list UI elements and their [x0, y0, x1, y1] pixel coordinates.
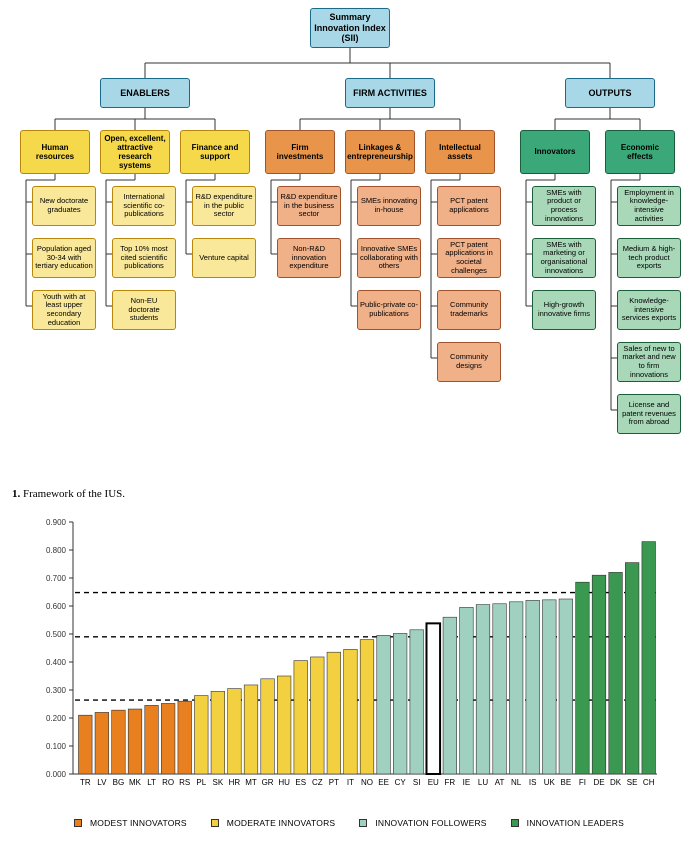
svg-text:SK: SK — [213, 778, 224, 787]
svg-text:IE: IE — [463, 778, 471, 787]
legend-item-modest: MODEST INNOVATORS — [66, 818, 187, 828]
svg-text:EU: EU — [428, 778, 439, 787]
leaf-innovators-1: SMEs with marketing or organisational in… — [532, 238, 596, 278]
svg-text:FR: FR — [445, 778, 456, 787]
svg-text:0.000: 0.000 — [46, 770, 67, 779]
leaf-econ-2: Knowledge-intensive services exports — [617, 290, 681, 330]
svg-text:RO: RO — [162, 778, 174, 787]
caption-number: 1. — [12, 488, 20, 500]
legend-swatch — [211, 819, 219, 827]
svg-text:FI: FI — [579, 778, 586, 787]
svg-text:HR: HR — [229, 778, 241, 787]
leaf-open-0: International scientific co-publications — [112, 186, 176, 226]
svg-text:CZ: CZ — [312, 778, 323, 787]
lvl2-open: Open, excellent, attractive research sys… — [100, 130, 170, 174]
svg-text:TR: TR — [80, 778, 91, 787]
svg-text:0.600: 0.600 — [46, 602, 67, 611]
svg-text:0.500: 0.500 — [46, 630, 67, 639]
lvl1-outputs: OUTPUTS — [565, 78, 655, 108]
leaf-econ-3: Sales of new to market and new to firm i… — [617, 342, 681, 382]
lvl1-enablers: ENABLERS — [100, 78, 190, 108]
lvl2-firminv: Firm investments — [265, 130, 335, 174]
leaf-finance-1: Venture capital — [192, 238, 256, 278]
svg-text:SI: SI — [413, 778, 421, 787]
legend-swatch — [74, 819, 82, 827]
leaf-linkages-2: Public-private co-publications — [357, 290, 421, 330]
svg-text:0.900: 0.900 — [46, 518, 67, 527]
svg-text:LV: LV — [97, 778, 107, 787]
sii-bar-chart: 0.000 0.100 0.200 0.300 0.400 0.500 0.600 0.700… — [25, 512, 665, 828]
svg-text:0.300: 0.300 — [46, 686, 67, 695]
leaf-ia-0: PCT patent applications — [437, 186, 501, 226]
leaf-finance-0: R&D expenditure in the public sector — [192, 186, 256, 226]
leaf-innovators-0: SMEs with product or process innovations — [532, 186, 596, 226]
svg-text:PL: PL — [196, 778, 206, 787]
lvl2-linkages: Linkages & entrepreneurship — [345, 130, 415, 174]
leaf-firminv-1: Non-R&D innovation expenditure — [277, 238, 341, 278]
ius-framework-diagram: Summary Innovation Index (SII) ENABLERS FI… — [0, 0, 690, 480]
svg-text:0.200: 0.200 — [46, 714, 67, 723]
svg-text:0.800: 0.800 — [46, 546, 67, 555]
svg-text:LT: LT — [147, 778, 156, 787]
leaf-linkages-0: SMEs innovating in-house — [357, 186, 421, 226]
root-node: Summary Innovation Index (SII) — [310, 8, 390, 48]
lvl1-firmact: FIRM ACTIVITIES — [345, 78, 435, 108]
svg-text:MK: MK — [129, 778, 142, 787]
lvl2-hr: Human resources — [20, 130, 90, 174]
svg-text:HU: HU — [278, 778, 290, 787]
svg-text:PT: PT — [329, 778, 339, 787]
legend-item-moderate: MODERATE INNOVATORS — [203, 818, 336, 828]
svg-text:BG: BG — [113, 778, 125, 787]
leaf-econ-4: License and patent revenues from abroad — [617, 394, 681, 434]
legend-item-leaders: INNOVATION LEADERS — [503, 818, 624, 828]
leaf-hr-0: New doctorate graduates — [32, 186, 96, 226]
legend-swatch — [511, 819, 519, 827]
lvl2-econ: Economic effects — [605, 130, 675, 174]
leaf-ia-3: Community designs — [437, 342, 501, 382]
leaf-hr-1: Population aged 30-34 with tertiary educ… — [32, 238, 96, 278]
leaf-hr-2: Youth with at least upper secondary educ… — [32, 290, 96, 330]
leaf-ia-1: PCT patent applications in societal chal… — [437, 238, 501, 278]
chart-legend: MODEST INNOVATORS MODERATE INNOVATORS INNO… — [25, 818, 665, 828]
svg-text:0.400: 0.400 — [46, 658, 67, 667]
svg-text:EE: EE — [378, 778, 389, 787]
svg-text:IT: IT — [347, 778, 354, 787]
caption-text: Framework of the IUS. — [23, 488, 125, 500]
leaf-open-2: Non-EU doctorate students — [112, 290, 176, 330]
svg-text:NL: NL — [511, 778, 522, 787]
svg-text:BE: BE — [561, 778, 572, 787]
leaf-innovators-2: High-growth innovative firms — [532, 290, 596, 330]
svg-text:SE: SE — [627, 778, 638, 787]
svg-text:DK: DK — [610, 778, 622, 787]
leaf-linkages-1: Innovative SMEs collaborating with other… — [357, 238, 421, 278]
legend-item-followers: INNOVATION FOLLOWERS — [351, 818, 486, 828]
svg-text:CY: CY — [395, 778, 407, 787]
svg-text:ES: ES — [295, 778, 306, 787]
svg-text:DE: DE — [593, 778, 604, 787]
figure-caption: 1. Framework of the IUS. — [12, 488, 690, 500]
leaf-econ-1: Medium & high-tech product exports — [617, 238, 681, 278]
svg-text:LU: LU — [478, 778, 488, 787]
svg-text:AT: AT — [495, 778, 505, 787]
svg-text:UK: UK — [544, 778, 556, 787]
svg-text:IS: IS — [529, 778, 537, 787]
svg-text:0.100: 0.100 — [46, 742, 67, 751]
leaf-open-1: Top 10% most cited scientific publicatio… — [112, 238, 176, 278]
lvl2-finance: Finance and support — [180, 130, 250, 174]
legend-swatch — [359, 819, 367, 827]
svg-text:CH: CH — [643, 778, 655, 787]
svg-text:0.700: 0.700 — [46, 574, 67, 583]
leaf-firminv-0: R&D expenditure in the business sector — [277, 186, 341, 226]
svg-text:RS: RS — [179, 778, 190, 787]
leaf-econ-0: Employment in knowledge-intensive activi… — [617, 186, 681, 226]
svg-text:NO: NO — [361, 778, 373, 787]
leaf-ia-2: Community trademarks — [437, 290, 501, 330]
svg-text:MT: MT — [245, 778, 257, 787]
lvl2-ia: Intellectual assets — [425, 130, 495, 174]
lvl2-innovators: Innovators — [520, 130, 590, 174]
svg-text:GR: GR — [262, 778, 274, 787]
